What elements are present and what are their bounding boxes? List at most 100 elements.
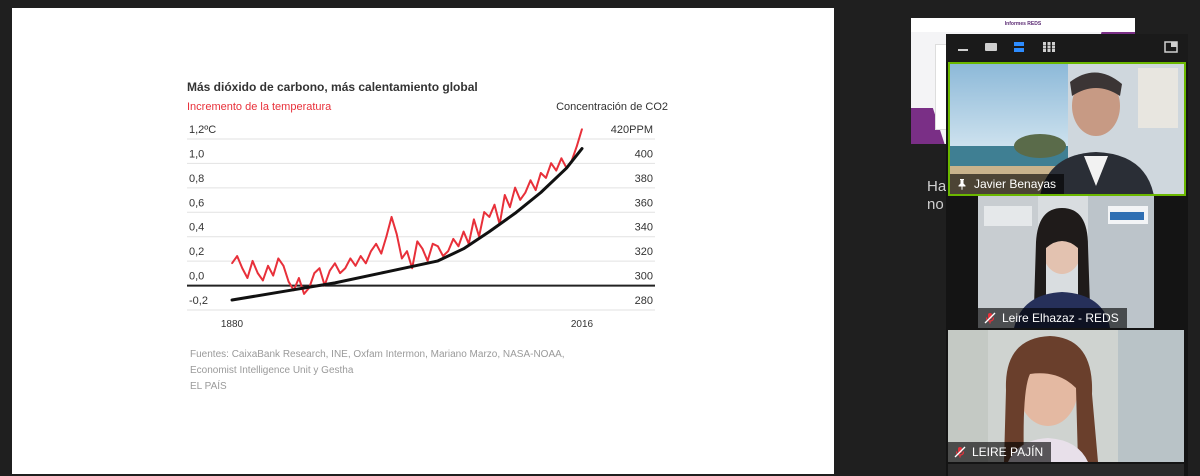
temperature-point [540, 172, 542, 174]
temperature-point [370, 250, 372, 252]
temperature-point [287, 280, 290, 283]
temperature-point [555, 169, 558, 172]
temperature-point [406, 250, 408, 252]
minimize-icon[interactable] [956, 41, 970, 53]
co2-point [462, 247, 465, 250]
participant-name: Leire Elhazaz - REDS [1002, 311, 1119, 325]
temperature-point [344, 267, 347, 270]
temperature-point [282, 265, 285, 267]
exit-fullscreen-icon[interactable] [1164, 41, 1178, 53]
co2-point [333, 281, 336, 284]
temperature-point [431, 243, 434, 245]
temperature-point [421, 247, 424, 250]
temperature-point [447, 250, 449, 252]
co2-series-line [230, 147, 584, 302]
temperature-point [534, 189, 537, 191]
left-tick-label: 0,6 [189, 197, 204, 209]
source-line: EL PAÍS [190, 381, 227, 392]
temperature-point [313, 272, 316, 274]
temperature-point [328, 269, 331, 272]
participant-video [950, 64, 1184, 194]
single-view-icon[interactable] [984, 41, 998, 53]
temperature-point [359, 255, 362, 257]
thumb-title: Informes REDS [1004, 21, 1042, 27]
temperature-point [545, 177, 547, 179]
right-tick-label: 400 [635, 148, 653, 160]
thumb-header [911, 18, 1135, 32]
temperature-point [401, 257, 403, 260]
temperature-point [298, 277, 300, 279]
temperature-point [493, 203, 496, 206]
x-tick-label: 1880 [221, 319, 244, 330]
temperature-point [437, 245, 439, 248]
participant-tile[interactable]: LEIRE PAJÍN [948, 330, 1184, 462]
side-by-side-view-icon[interactable] [1012, 41, 1026, 53]
temperature-point [529, 179, 532, 182]
chart-title: Más dióxido de carbono, más calentamient… [187, 80, 478, 94]
participant-name-tag: Javier Benayas [950, 174, 1065, 194]
temperature-point [550, 162, 552, 164]
chart-sources: Fuentes: CaixaBank Research, INE, Oxfam … [190, 347, 565, 395]
x-tick-label: 2016 [571, 319, 594, 330]
right-tick-label: 360 [635, 197, 653, 209]
source-line: Economist Intelligence Unit y Gestha [190, 365, 354, 376]
temperature-point [246, 277, 249, 279]
participant-tile[interactable]: Leire Elhazaz - REDS [978, 196, 1154, 328]
participant-tile[interactable]: Javier Benayas [948, 62, 1186, 196]
left-tick-label: 1,0 [189, 148, 204, 160]
left-tick-label: 0,0 [189, 271, 204, 283]
left-axis-label: Incremento de la temperatura [187, 101, 332, 113]
mic-muted-icon [984, 312, 996, 324]
temperature-point [241, 267, 244, 270]
temperature-point [452, 238, 455, 240]
temperature-point [251, 260, 254, 262]
left-tick-label: 1,2ºC [189, 124, 216, 136]
co2-temperature-chart: 1,2ºC 420PPM 1,0 400 0,8 380 0,6 360 0,4 340 0,2 32… [187, 124, 655, 330]
chat-preview: Ha no [927, 178, 946, 214]
chat-line: Ha [927, 178, 947, 195]
temperature-point [416, 240, 419, 243]
participant-tile[interactable] [948, 464, 1184, 476]
temperature-point [576, 145, 578, 147]
temperature-point [303, 293, 305, 295]
gallery-view-icon[interactable] [1042, 41, 1056, 53]
co2-point [231, 299, 233, 301]
left-tick-label: 0,4 [189, 222, 204, 234]
temperature-point [349, 257, 352, 260]
temperature-point [503, 194, 506, 196]
temperature-point [272, 274, 274, 277]
temperature-series-line [231, 128, 583, 295]
temperature-point [231, 262, 233, 265]
view-toolbar [946, 34, 1188, 62]
right-tick-label: 380 [635, 173, 653, 185]
co2-point [565, 167, 568, 170]
pin-icon[interactable] [956, 178, 968, 190]
right-tick-label: 340 [635, 222, 653, 234]
temperature-point [426, 260, 429, 262]
left-tick-label: -0,2 [189, 295, 208, 307]
temperature-point [519, 199, 522, 201]
temperature-point [581, 128, 583, 130]
co2-point [282, 290, 285, 293]
temperature-point [483, 211, 486, 213]
left-tick-label: 0,2 [189, 246, 204, 258]
temperature-point [488, 216, 491, 218]
right-tick-label: 300 [635, 271, 653, 283]
temperature-point [473, 218, 475, 221]
left-tick-label: 0,8 [189, 173, 204, 185]
participant-name-tag: LEIRE PAJÍN [948, 442, 1052, 462]
temperature-point [262, 279, 264, 282]
participant-name-tag: Leire Elhazaz - REDS [978, 308, 1127, 328]
temperature-point [560, 157, 563, 160]
temperature-point [318, 267, 321, 270]
temperature-point [395, 233, 398, 235]
temperature-point [509, 206, 511, 208]
temperature-point [380, 252, 383, 255]
temperature-point [390, 216, 393, 218]
co2-point [436, 259, 439, 262]
participant-video [948, 330, 1184, 462]
co2-point [514, 212, 517, 215]
temperature-point [442, 255, 444, 257]
co2-point [539, 191, 542, 194]
